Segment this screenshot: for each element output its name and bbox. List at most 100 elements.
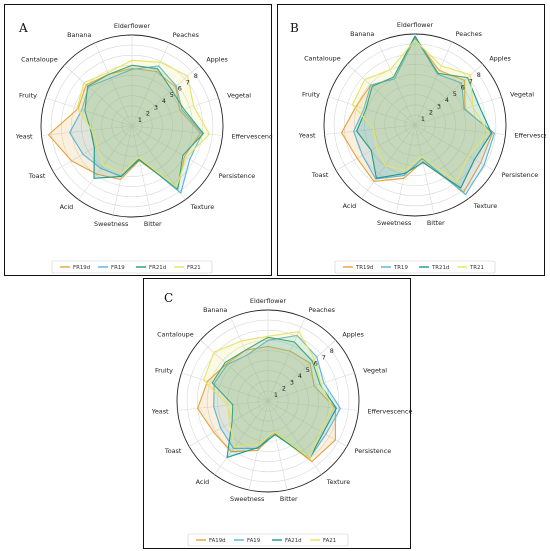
category-label: Yeast — [298, 132, 316, 140]
series-TR19 — [353, 36, 495, 196]
r-tick-label: 1 — [138, 116, 142, 124]
spoke — [414, 96, 502, 126]
r-tick-label: 2 — [146, 110, 150, 118]
spoke — [395, 124, 416, 215]
spoke — [361, 124, 416, 199]
category-label: Sweetness — [230, 495, 265, 503]
legend-label: FA19 — [247, 538, 261, 544]
series-TR21d — [356, 35, 492, 189]
spoke — [78, 125, 133, 200]
spoke — [347, 63, 416, 126]
spoke — [414, 41, 453, 126]
category-label: Texture — [473, 202, 497, 210]
radar-panel-b: B 1 2 3 4 5 6 7 8 Elderflower Peaches Apples Vegeta… — [277, 4, 546, 276]
category-label: Acid — [343, 202, 357, 210]
category-label: Apples — [489, 54, 511, 62]
legend-label: TR21 — [469, 265, 484, 271]
spoke — [414, 63, 483, 126]
category-label: Elderflower — [114, 22, 151, 30]
category-label: Apples — [206, 55, 228, 63]
category-label: Apples — [342, 330, 364, 338]
spoke — [189, 400, 269, 447]
category-label: Fruity — [155, 366, 173, 374]
r-tick-label: 8 — [330, 347, 334, 355]
category-label: Yeast — [151, 408, 169, 416]
category-label: Banana — [203, 306, 227, 314]
series-TR21 — [351, 39, 489, 183]
spoke — [324, 124, 416, 135]
legend-label: TR19d — [355, 265, 373, 271]
category-label: Vegetal — [227, 91, 251, 99]
spoke — [112, 125, 133, 216]
spoke — [267, 400, 347, 447]
spoke — [181, 372, 269, 402]
spoke — [131, 64, 200, 127]
series-group — [197, 331, 341, 463]
series-FA21d — [211, 336, 337, 459]
legend-label: FR21d — [149, 265, 166, 271]
category-label: Elderflower — [397, 21, 434, 29]
category-label: Bitter — [144, 220, 162, 228]
radar-panel-c: C 1 2 3 4 5 6 7 8 Elderflower Peaches Apples Vegeta… — [143, 278, 412, 549]
spoke — [131, 125, 152, 216]
legend-box — [51, 260, 213, 274]
spoke — [45, 97, 133, 127]
legend: FA19d FA19 FA21d FA21 — [187, 533, 349, 547]
spoke — [414, 124, 435, 215]
category-label: Cantaloupe — [157, 330, 194, 338]
category-label: Acid — [196, 478, 210, 486]
r-tick-label: 7 — [322, 353, 326, 361]
legend: TR19d TR19 TR21d TR21 — [334, 260, 496, 274]
legend-label: FR19 — [111, 265, 125, 271]
series-FA19 — [213, 334, 341, 459]
legend-label: TR19 — [393, 265, 408, 271]
spoke — [267, 400, 322, 475]
r-tick-label: 5 — [306, 366, 310, 374]
category-label: Peaches — [309, 306, 336, 314]
r-tick-label: 2 — [429, 109, 433, 117]
category-label: Fruity — [19, 91, 37, 99]
r-tick-label: 3 — [437, 102, 441, 110]
r-tick-label: 8 — [477, 71, 481, 79]
category-label: Vegetal — [363, 366, 387, 374]
spoke — [214, 400, 269, 475]
category-label: Banana — [67, 31, 91, 39]
category-label: Cantaloupe — [21, 55, 58, 63]
category-label: Sweetness — [377, 219, 412, 227]
r-tick-label: 5 — [453, 90, 457, 98]
r-tick-label: 4 — [162, 97, 166, 105]
spoke — [131, 97, 219, 127]
spoke — [131, 42, 170, 127]
spoke — [230, 317, 269, 402]
spoke — [414, 124, 469, 199]
category-label: Texture — [190, 203, 214, 211]
r-tick-label: 4 — [445, 96, 449, 104]
series-FR21 — [76, 59, 210, 188]
radar-grid — [40, 34, 224, 218]
category-label: Persistence — [502, 171, 539, 179]
spoke — [267, 372, 355, 402]
spoke — [200, 339, 269, 402]
r-tick-label: 4 — [298, 372, 302, 380]
category-label: Effervescence — [231, 133, 273, 141]
category-label: Toast — [164, 447, 182, 455]
spoke — [328, 96, 416, 126]
r-tick-label: 2 — [282, 385, 286, 393]
legend-box — [187, 533, 349, 547]
panel-label: B — [290, 21, 299, 35]
r-tick-label: 6 — [178, 85, 182, 93]
series-group — [47, 59, 210, 194]
category-label: Sweetness — [94, 220, 129, 228]
legend-label: FR21 — [187, 265, 201, 271]
category-label: Vegetal — [510, 90, 534, 98]
legend-label: TR21d — [431, 265, 449, 271]
r-tick-label: 6 — [314, 360, 318, 368]
series-group — [341, 35, 495, 196]
category-label: Persistence — [219, 172, 256, 180]
spoke — [53, 125, 133, 172]
category-label: Peaches — [173, 31, 200, 39]
category-label: Texture — [326, 478, 350, 486]
spoke — [131, 125, 223, 136]
